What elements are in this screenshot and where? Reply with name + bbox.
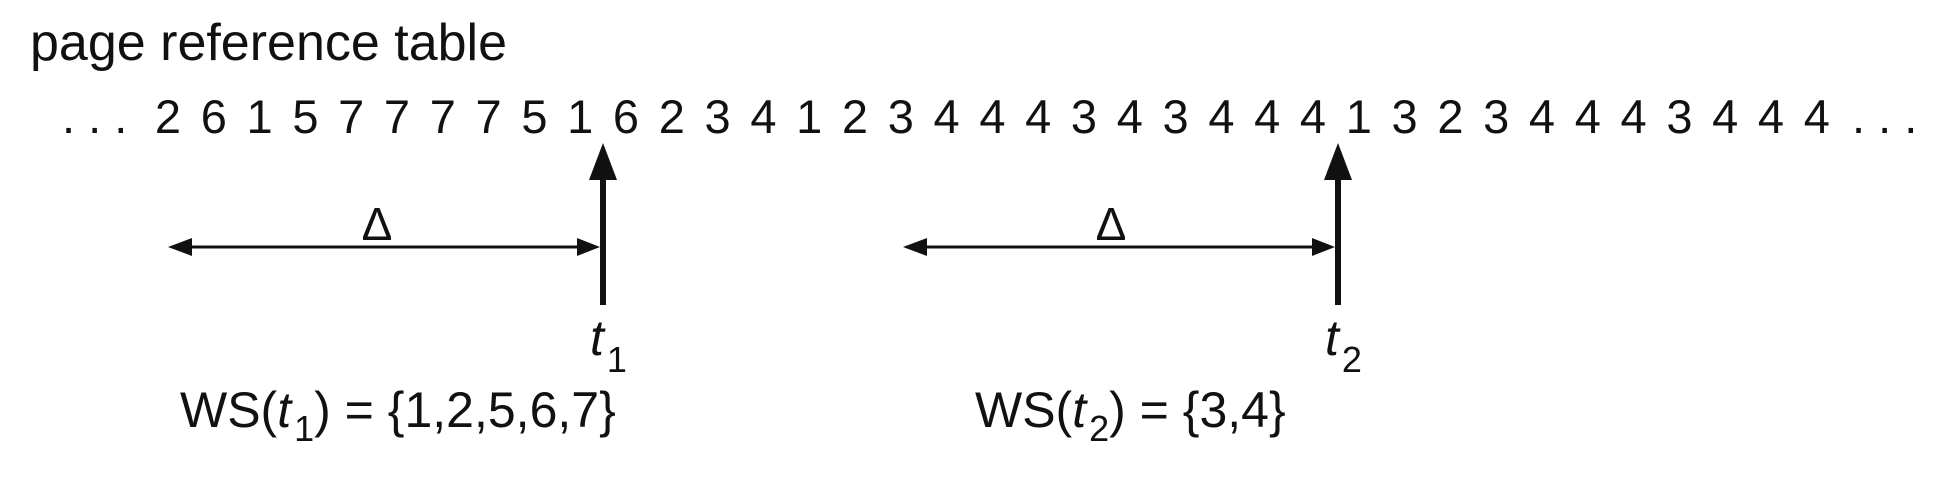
reference-digit: 4 bbox=[979, 90, 1005, 143]
leading-ellipsis: . . . bbox=[62, 90, 127, 143]
reference-digit: 3 bbox=[705, 90, 731, 143]
reference-digit: 2 bbox=[842, 90, 868, 143]
reference-digit: 3 bbox=[1666, 90, 1692, 143]
reference-digit: 7 bbox=[430, 90, 456, 143]
diagram-title: page reference table bbox=[30, 14, 507, 72]
delta-left-arrowhead bbox=[168, 238, 192, 256]
delta-left-arrowhead bbox=[903, 238, 927, 256]
ws-prefix: WS( bbox=[975, 382, 1073, 438]
reference-digit: 4 bbox=[1117, 90, 1143, 143]
working-set-formula: WS(t1) = {1,2,5,6,7} bbox=[180, 382, 616, 449]
reference-digit: 3 bbox=[1483, 90, 1509, 143]
reference-digit: 4 bbox=[1254, 90, 1280, 143]
delta-label: Δ bbox=[1096, 198, 1127, 250]
reference-digit: 4 bbox=[1300, 90, 1326, 143]
reference-digit: 4 bbox=[1208, 90, 1234, 143]
reference-digit: 3 bbox=[1163, 90, 1189, 143]
up-arrow-icon bbox=[1324, 143, 1352, 180]
ws-subscript: 1 bbox=[294, 408, 314, 449]
trailing-ellipsis: . . . bbox=[1852, 90, 1917, 143]
reference-digit: 1 bbox=[567, 90, 593, 143]
ws-prefix: WS( bbox=[180, 382, 278, 438]
up-arrow-icon bbox=[589, 143, 617, 180]
delta-right-arrowhead bbox=[577, 238, 600, 256]
delta-label: Δ bbox=[362, 198, 393, 250]
reference-digit: 2 bbox=[155, 90, 181, 143]
reference-digit: 4 bbox=[1621, 90, 1647, 143]
reference-digit: 3 bbox=[1392, 90, 1418, 143]
reference-digit: 7 bbox=[384, 90, 410, 143]
reference-digit: 4 bbox=[934, 90, 960, 143]
reference-digit: 5 bbox=[292, 90, 318, 143]
reference-digit: 3 bbox=[888, 90, 914, 143]
time-var: t bbox=[1325, 310, 1341, 366]
reference-digit: 7 bbox=[476, 90, 502, 143]
reference-digit: 3 bbox=[1071, 90, 1097, 143]
delta-right-arrowhead bbox=[1312, 238, 1335, 256]
time-label: t2 bbox=[1325, 310, 1362, 380]
reference-digit: 4 bbox=[1529, 90, 1555, 143]
time-subscript: 2 bbox=[1342, 339, 1362, 380]
reference-digit: 7 bbox=[338, 90, 364, 143]
reference-digit: 2 bbox=[1437, 90, 1463, 143]
ws-suffix: ) = {3,4} bbox=[1109, 382, 1286, 438]
marker-t2: Δ t2 WS(t2) = {3,4} bbox=[903, 143, 1362, 449]
time-label: t1 bbox=[590, 310, 627, 380]
reference-digit: 4 bbox=[750, 90, 776, 143]
ws-subscript: 2 bbox=[1089, 408, 1109, 449]
working-set-formula: WS(t2) = {3,4} bbox=[975, 382, 1286, 449]
reference-digit: 4 bbox=[1025, 90, 1051, 143]
reference-digit: 4 bbox=[1712, 90, 1738, 143]
reference-digit: 2 bbox=[659, 90, 685, 143]
reference-digit: 5 bbox=[521, 90, 547, 143]
reference-digit: 1 bbox=[1346, 90, 1372, 143]
ws-var: t bbox=[277, 382, 293, 438]
reference-digit: 6 bbox=[201, 90, 227, 143]
reference-digit: 4 bbox=[1758, 90, 1784, 143]
ws-var: t bbox=[1072, 382, 1088, 438]
reference-digit: 1 bbox=[796, 90, 822, 143]
reference-digit: 4 bbox=[1575, 90, 1601, 143]
reference-digit: 4 bbox=[1804, 90, 1830, 143]
reference-digit: 1 bbox=[247, 90, 273, 143]
ws-suffix: ) = {1,2,5,6,7} bbox=[314, 382, 616, 438]
time-var: t bbox=[590, 310, 606, 366]
marker-t1: Δ t1 WS(t1) = {1,2,5,6,7} bbox=[168, 143, 627, 449]
reference-digit: 6 bbox=[613, 90, 639, 143]
time-subscript: 1 bbox=[607, 339, 627, 380]
